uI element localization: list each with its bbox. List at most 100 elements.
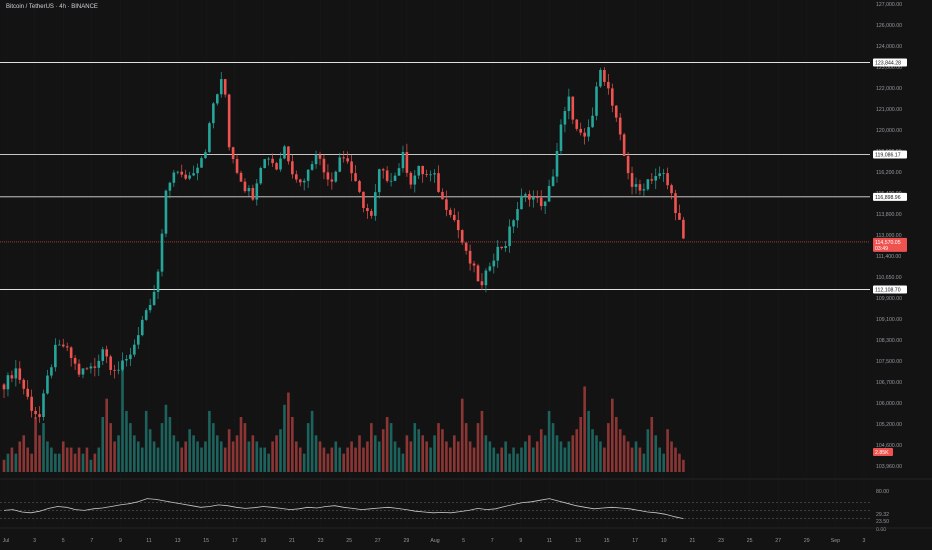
- volume-bar: [500, 447, 503, 472]
- candle-body: [611, 88, 614, 106]
- candle-body: [654, 175, 658, 181]
- candle-body: [650, 179, 654, 181]
- candle-body: [216, 94, 219, 104]
- candle-body: [6, 375, 10, 390]
- candle-body: [381, 169, 385, 171]
- volume-bar: [662, 453, 665, 472]
- volume-bar: [496, 453, 500, 472]
- current-price-tag: [873, 237, 907, 252]
- volume-bar: [125, 410, 128, 472]
- candle-body: [484, 270, 488, 286]
- candle-body: [488, 266, 492, 271]
- volume-bar: [599, 441, 602, 472]
- volume-bar: [413, 423, 417, 472]
- candle-body: [630, 173, 634, 187]
- candle-body: [204, 152, 207, 159]
- volume-bar: [638, 447, 642, 472]
- candle-body: [583, 132, 586, 137]
- candle-body: [563, 111, 567, 125]
- volume-bar: [105, 398, 108, 472]
- time-tick-label: 25: [346, 538, 352, 544]
- time-tick-label: 29: [804, 538, 810, 544]
- volume-bar: [93, 453, 97, 472]
- price-tick-label: 105,200.00: [876, 422, 902, 428]
- candle-body: [109, 356, 112, 370]
- volume-bar: [137, 441, 140, 472]
- candle-body: [22, 379, 26, 389]
- volume-bar: [682, 459, 685, 472]
- volume-bar: [393, 441, 397, 472]
- price-axis[interactable]: 127,000.00 126,000.00 124,000.00 123,000.00…: [876, 2, 902, 470]
- volume-bar: [291, 417, 294, 472]
- candle-body: [176, 171, 180, 173]
- volume-label: 2.85K: [875, 450, 889, 456]
- candle-body: [279, 158, 282, 170]
- volume-bar: [622, 435, 626, 472]
- candle-body: [200, 158, 203, 168]
- candle-body: [255, 183, 259, 200]
- price-tick-label: 106,000.00: [876, 401, 902, 407]
- volume-bar: [646, 429, 650, 472]
- volume-bar: [61, 441, 65, 472]
- volume-bar: [575, 429, 579, 472]
- candle-body: [259, 168, 263, 184]
- volume-bar: [567, 441, 571, 472]
- candle-body: [148, 304, 152, 311]
- time-tick-label: 3: [863, 538, 866, 544]
- candle-body: [429, 174, 432, 176]
- candle-body: [421, 165, 424, 175]
- level-price-tag: [873, 150, 907, 159]
- candle-body: [38, 414, 41, 417]
- volume-bar: [164, 404, 168, 472]
- level-price-label: 119,086.17: [875, 153, 901, 159]
- candle-body: [528, 194, 531, 200]
- time-tick-label: 25: [747, 538, 753, 544]
- volume-bar: [180, 447, 184, 472]
- candle-body: [113, 369, 116, 371]
- candle-body: [14, 368, 18, 379]
- candle-body: [314, 154, 318, 165]
- time-axis[interactable]: Jul 3 5 7 9 11 13 15 17 19 21 23 25 27 29 Aug 5 7 9 11 13 15 1…: [3, 538, 866, 544]
- candle-body: [42, 393, 45, 417]
- candle-body: [532, 197, 535, 200]
- volume-bar: [579, 417, 582, 472]
- volume-bar: [243, 423, 247, 472]
- price-tick-label: 120,000.00: [876, 128, 902, 134]
- volume-bar: [302, 453, 306, 472]
- volume-bar: [571, 435, 575, 472]
- volume-bar: [129, 423, 132, 472]
- candle-body: [125, 359, 128, 361]
- volume-bar: [283, 404, 286, 472]
- volume-bar: [441, 429, 444, 472]
- time-tick-label: 5: [62, 538, 65, 544]
- time-tick-label: 21: [289, 538, 295, 544]
- volume-bar: [630, 447, 634, 472]
- time-tick-label: 11: [547, 538, 552, 544]
- volume-bar: [528, 435, 531, 472]
- volume-bar: [176, 441, 180, 472]
- volume-bar: [583, 386, 586, 472]
- time-tick-label: 9: [119, 538, 122, 544]
- candle-body: [520, 195, 523, 210]
- volume-bar: [614, 417, 618, 472]
- candle-body: [105, 349, 108, 357]
- candle-body: [662, 173, 665, 174]
- volume-bar: [595, 435, 598, 472]
- rsi-tick-label: 80.00: [876, 489, 889, 495]
- candle-body: [97, 360, 101, 368]
- volume-bar: [674, 447, 677, 472]
- current-price-label: 114,570.05: [875, 240, 901, 246]
- volume-bar: [77, 447, 81, 472]
- candle-body: [555, 150, 559, 177]
- volume-bar: [208, 410, 211, 472]
- time-tick-label: 11: [146, 538, 151, 544]
- candle-body: [666, 173, 669, 186]
- candle-body: [77, 363, 81, 375]
- volume-bar: [46, 441, 49, 472]
- volume-bar: [532, 447, 535, 472]
- chart-title: Bitcoin / TetherUS · 4h · BINANCE: [6, 4, 98, 10]
- candle-body: [140, 319, 144, 336]
- price-tick-label: 116,200.00: [876, 170, 902, 176]
- rsi-tick-label: 29.32: [876, 512, 889, 518]
